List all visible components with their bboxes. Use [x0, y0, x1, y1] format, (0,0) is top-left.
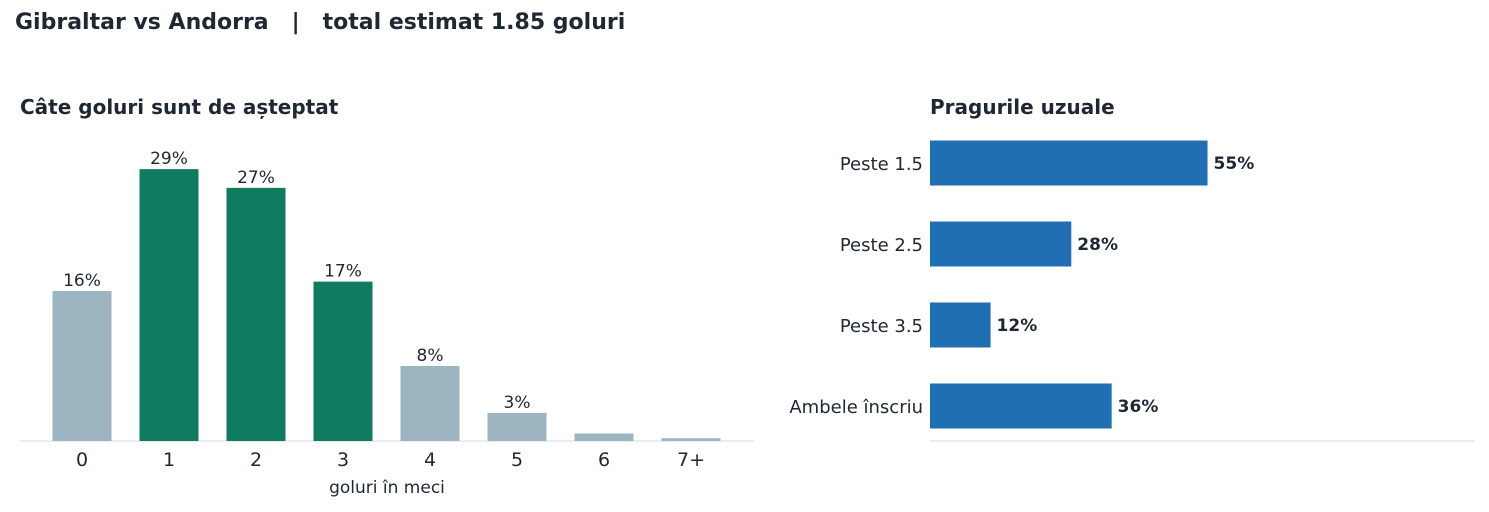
hbar-ambele-nscriu — [930, 383, 1112, 429]
left-tick-labels: 0 1 2 3 4 5 6 7+ — [76, 449, 705, 471]
data-label-2: 27% — [237, 168, 275, 188]
tick-label-1: 1 — [163, 449, 175, 471]
bar-7+ — [661, 438, 721, 441]
right-category-labels: Peste 1.5 Peste 2.5 Peste 3.5 Ambele înscri… — [789, 154, 923, 418]
hbar-label-peste-2-5: 28% — [1077, 235, 1118, 255]
tick-label-5: 5 — [511, 449, 523, 471]
bar-5 — [487, 412, 547, 441]
tick-label-7+: 7+ — [677, 449, 705, 471]
bar-4 — [400, 366, 460, 441]
hbar-label-peste-1-5: 55% — [1214, 154, 1255, 174]
category-label-peste-1-5: Peste 1.5 — [840, 154, 923, 175]
data-label-4: 8% — [417, 346, 444, 366]
bar-2 — [226, 187, 286, 441]
hbar-label-peste-3-5: 12% — [997, 316, 1038, 336]
tick-label-4: 4 — [424, 449, 436, 471]
left-x-axis-label: goluri în meci — [329, 478, 445, 498]
right-data-labels: 55% 28% 12% 36% — [997, 154, 1255, 417]
category-label-peste-2-5: Peste 2.5 — [840, 235, 923, 256]
bar-1 — [139, 169, 199, 441]
hbar-peste-3-5 — [930, 302, 991, 348]
right-bars — [930, 140, 1208, 429]
tick-label-6: 6 — [598, 449, 610, 471]
hbar-peste-1-5 — [930, 140, 1208, 186]
tick-label-2: 2 — [250, 449, 262, 471]
right-chart-title: Pragurile uzuale — [930, 95, 1115, 119]
data-label-1: 29% — [150, 149, 188, 169]
bar-3 — [313, 281, 373, 441]
hbar-label-ambele-nscriu: 36% — [1118, 397, 1159, 417]
left-chart-title: Câte goluri sunt de așteptat — [20, 95, 339, 119]
page-title: Gibraltar vs Andorra | total estimat 1.8… — [15, 10, 626, 35]
category-label-peste-3-5: Peste 3.5 — [840, 316, 923, 337]
bar-6 — [574, 433, 634, 441]
tick-label-0: 0 — [76, 449, 88, 471]
left-data-labels: 16% 29% 27% 17% 8% 3% — [63, 149, 530, 413]
left-bars — [52, 169, 721, 441]
data-label-5: 3% — [504, 393, 531, 413]
category-label-ambele-nscriu: Ambele înscriu — [789, 397, 923, 418]
data-label-0: 16% — [63, 271, 101, 291]
hbar-peste-2-5 — [930, 221, 1072, 267]
data-label-3: 17% — [324, 262, 362, 282]
tick-label-3: 3 — [337, 449, 349, 471]
bar-0 — [52, 291, 112, 441]
